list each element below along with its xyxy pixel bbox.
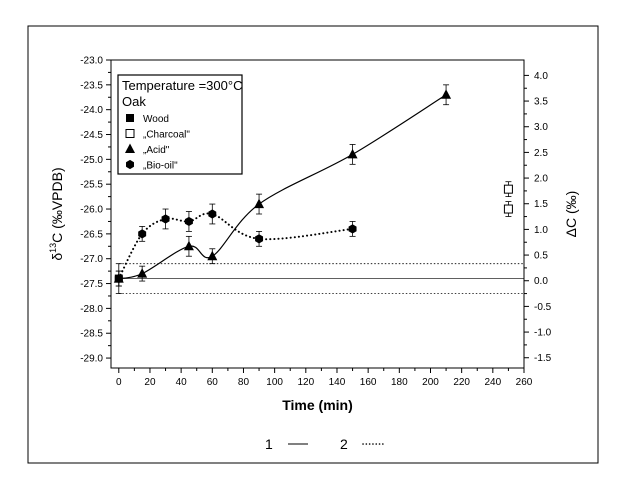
y2-tick-label: 2.0 xyxy=(534,174,548,185)
y2-axis-label: ΔC (‰) xyxy=(563,191,579,238)
x-tick-label: 260 xyxy=(516,377,533,388)
data-point-series-3 xyxy=(254,198,265,209)
y-tick-label: -28.5 xyxy=(80,329,103,340)
data-point-series-4 xyxy=(138,229,147,239)
legend-marker-1 xyxy=(126,114,134,122)
reference-lines xyxy=(118,263,524,294)
figure-frame xyxy=(27,25,599,464)
y-tick-label: -27.0 xyxy=(80,254,103,265)
y-axis-label: δ13C (‰VPDB) xyxy=(48,167,65,260)
x-tick-label: 60 xyxy=(207,377,219,388)
legend-label-2: „Charcoal" xyxy=(143,130,190,141)
data-point-series-3 xyxy=(347,148,358,159)
y2-tick-label: 3.5 xyxy=(534,97,548,108)
x-axis-label: Time (min) xyxy=(282,397,353,413)
data-point-series-4 xyxy=(184,216,193,227)
data-point-series-2 xyxy=(503,204,513,214)
legend-label-1: Wood xyxy=(143,114,169,125)
series-line-4 xyxy=(117,212,354,280)
x-tick-label: 220 xyxy=(453,377,470,388)
data-point-series-4 xyxy=(208,209,217,219)
data-point-series-3 xyxy=(137,268,148,278)
y2-tick-label: 1.5 xyxy=(534,199,548,210)
y2-tick-label: -0.5 xyxy=(534,302,552,313)
y-tick-label: -24.5 xyxy=(80,130,103,141)
x-tick-label: 180 xyxy=(391,377,408,388)
y-axis-label-superscript: 13 xyxy=(48,243,58,253)
data-point-series-3 xyxy=(207,250,218,261)
line-key-label-2: 2 xyxy=(340,436,348,452)
x-tick-label: 40 xyxy=(176,377,188,388)
x-tick-label: 100 xyxy=(266,377,283,388)
y2-tick-label: 2.5 xyxy=(534,148,548,159)
y-tick-label: -24.0 xyxy=(80,105,103,116)
data-point-series-4 xyxy=(114,273,123,284)
line-key-label-1: 1 xyxy=(265,436,273,452)
y2-tick-label: 1.0 xyxy=(534,225,548,236)
data-point-series-4 xyxy=(348,224,357,234)
legend-marker-3 xyxy=(125,143,135,153)
y-tick-label: -23.0 xyxy=(80,56,103,67)
y-axis-label-symbol: δ xyxy=(49,253,65,261)
legend-marker-2 xyxy=(125,129,135,138)
x-tick-label: 200 xyxy=(422,377,439,388)
x-tick-label: 160 xyxy=(360,377,377,388)
y2-tick-label: 4.0 xyxy=(534,71,548,82)
y2-tick-label: -1.5 xyxy=(534,353,552,364)
y-tick-label: -25.0 xyxy=(80,155,103,166)
y-tick-label: -29.0 xyxy=(80,354,103,365)
y-tick-label: -26.5 xyxy=(80,229,103,240)
legend-header-material: Oak xyxy=(122,94,146,109)
data-point-series-2 xyxy=(503,184,513,194)
legend-box xyxy=(117,74,243,175)
legend-label-3: „Acid" xyxy=(143,145,170,156)
legend-marker-4 xyxy=(126,159,134,170)
data-point-series-4 xyxy=(255,234,264,244)
legend-label-4: „Bio-oil" xyxy=(143,161,178,172)
x-tick-label: 20 xyxy=(144,377,156,388)
plot-area-frame xyxy=(110,59,525,369)
data-point-series-3 xyxy=(183,240,194,251)
legend-header-temperature: Temperature =300°C xyxy=(122,78,242,93)
y-tick-label: -26.0 xyxy=(80,205,103,216)
y-axis-label-text: C (‰VPDB) xyxy=(49,167,65,242)
x-tick-label: 120 xyxy=(297,377,314,388)
x-tick-label: 0 xyxy=(116,377,122,388)
x-tick-label: 140 xyxy=(329,377,346,388)
x-tick-label: 240 xyxy=(484,377,501,388)
series-markers xyxy=(113,84,513,294)
data-point-series-4 xyxy=(161,214,170,224)
data-point-series-3 xyxy=(441,89,452,99)
y-tick-label: -25.5 xyxy=(80,180,103,191)
y-tick-label: -23.5 xyxy=(80,80,103,91)
y2-tick-label: 3.0 xyxy=(534,122,548,133)
y2-tick-label: 0.0 xyxy=(534,276,548,287)
y2-tick-label: -1.0 xyxy=(534,328,552,339)
x-tick-label: 80 xyxy=(238,377,250,388)
y-tick-label: -27.5 xyxy=(80,279,103,290)
axes: 0 20 40 60 80 100 120 140 160 180 200 220 240 260 Time… xyxy=(48,56,579,414)
y-tick-label: -28.0 xyxy=(80,304,103,315)
y2-tick-label: 0.5 xyxy=(534,251,548,262)
